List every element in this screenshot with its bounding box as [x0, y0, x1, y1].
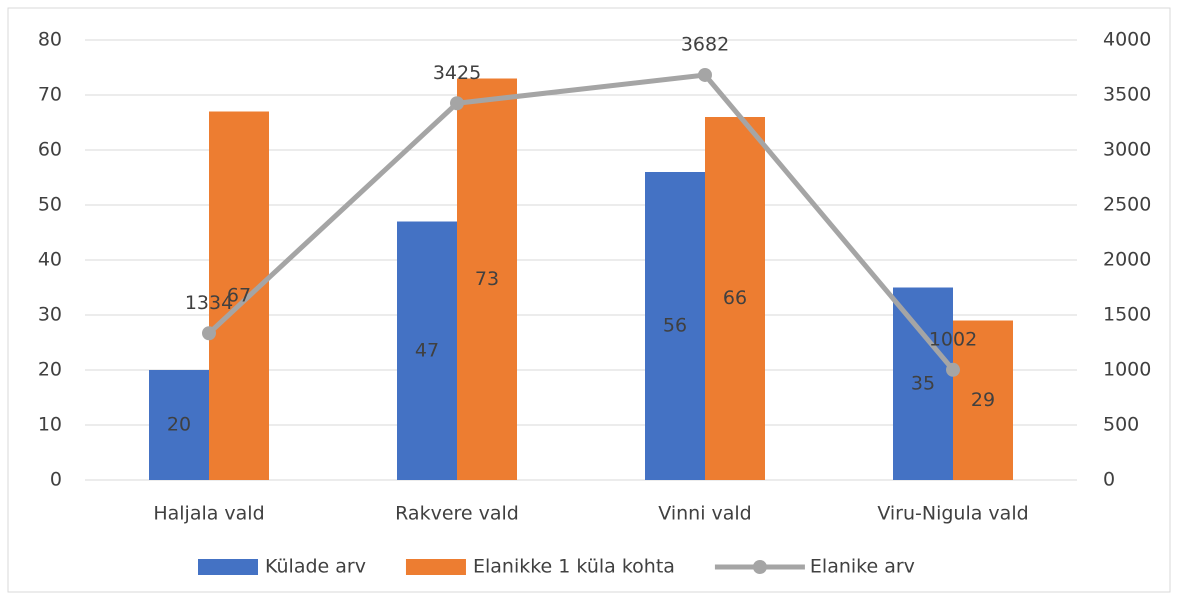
y2-tick-label: 3000	[1103, 139, 1151, 161]
data-label: 66	[723, 287, 747, 309]
legend-label: Külade arv	[265, 556, 366, 578]
y-tick-label: 0	[50, 469, 62, 491]
data-label: 67	[227, 284, 251, 306]
y2-tick-label: 0	[1103, 469, 1115, 491]
y-tick-label: 40	[38, 249, 62, 271]
bar	[149, 370, 209, 480]
y-tick-label: 20	[38, 359, 62, 381]
line	[207, 72, 955, 372]
legend-swatch	[405, 559, 466, 575]
chart-frame	[7, 7, 1171, 593]
x-tick-label: Rakvere vald	[395, 503, 519, 525]
bar	[705, 117, 765, 480]
bar	[893, 287, 953, 480]
bar	[209, 111, 269, 480]
legend-swatch	[198, 559, 258, 575]
line-point	[946, 362, 960, 377]
data-label: 1002	[929, 328, 977, 350]
legend-label: Elanikke 1 küla kohta	[473, 556, 675, 578]
x-tick-label: Haljala vald	[153, 503, 264, 525]
data-label: 3425	[433, 62, 481, 84]
y2-tick-label: 500	[1103, 414, 1139, 436]
y2-tick-label: 4000	[1103, 29, 1151, 51]
y-tick-label: 60	[38, 139, 62, 161]
bar	[397, 221, 457, 480]
data-label: 3682	[681, 33, 729, 55]
y-tick-label: 30	[38, 304, 62, 326]
line-point	[698, 67, 712, 82]
y2-tick-label: 2500	[1103, 194, 1151, 216]
legend-label: Elanike arv	[810, 556, 915, 578]
bar	[953, 320, 1013, 480]
line-point	[450, 96, 464, 111]
y-tick-label: 10	[38, 414, 62, 436]
legend-marker	[752, 560, 767, 574]
y-tick-label: 80	[38, 29, 62, 51]
y2-tick-label: 1500	[1103, 304, 1151, 326]
y2-tick-label: 1000	[1103, 359, 1151, 381]
data-label: 47	[415, 339, 439, 361]
x-tick-label: Vinni vald	[658, 503, 752, 525]
y2-tick-label: 2000	[1103, 249, 1151, 271]
data-label: 1334	[185, 292, 233, 314]
data-label: 29	[971, 389, 995, 411]
bar	[645, 172, 705, 480]
y-tick-label: 50	[38, 194, 62, 216]
x-tick-label: Viru-Nigula vald	[877, 503, 1028, 525]
data-label: 20	[167, 414, 191, 436]
data-label: 35	[911, 372, 935, 394]
data-label: 56	[663, 315, 687, 337]
y2-tick-label: 3500	[1103, 84, 1151, 106]
bar	[457, 78, 517, 480]
data-label: 73	[475, 268, 499, 290]
line-point	[202, 326, 216, 341]
y-tick-label: 70	[38, 84, 62, 106]
